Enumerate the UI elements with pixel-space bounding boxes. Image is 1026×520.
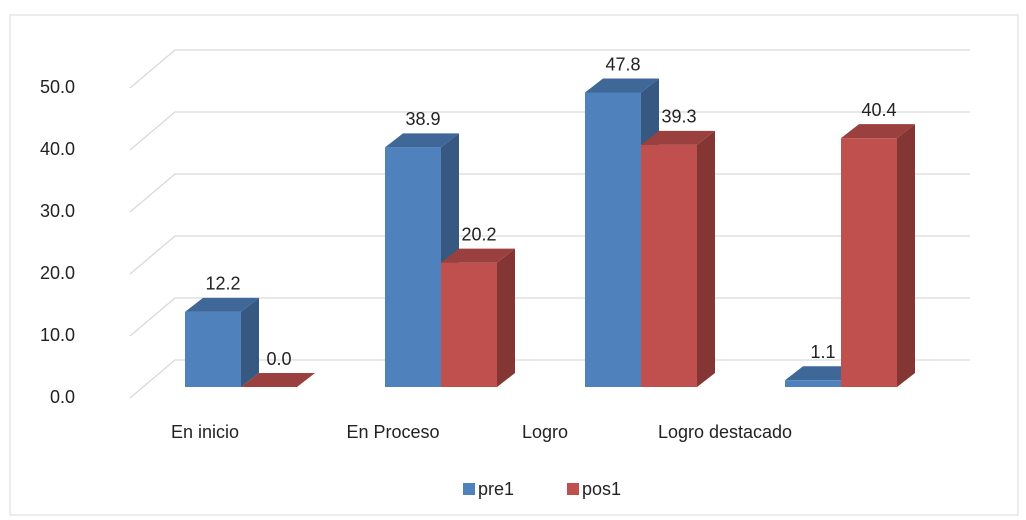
y-tick-label: 40.0 <box>40 139 75 159</box>
data-label: 0.0 <box>266 349 291 369</box>
bar <box>841 124 915 388</box>
data-label: 38.9 <box>405 109 440 129</box>
x-tick-label: En inicio <box>171 422 239 442</box>
y-tick-label: 20.0 <box>40 263 75 283</box>
bar-face <box>185 297 259 312</box>
x-tick-label: Logro <box>522 422 568 442</box>
legend-swatch <box>463 483 475 495</box>
data-label: 47.8 <box>605 54 640 74</box>
bar <box>441 248 515 387</box>
bar-face <box>441 262 497 387</box>
grid-line <box>129 111 970 151</box>
bar <box>185 297 259 387</box>
bar-face <box>785 380 841 387</box>
bar-face <box>241 297 259 387</box>
bar-face <box>641 130 715 145</box>
x-tick-label: Logro destacado <box>658 422 792 442</box>
legend-label: pos1 <box>582 479 621 499</box>
bar <box>241 373 315 387</box>
data-label: 12.2 <box>205 274 240 294</box>
bar-face <box>497 248 515 387</box>
bar-face <box>585 92 641 387</box>
bar-face <box>841 138 897 387</box>
grid-line <box>129 49 970 89</box>
bar-face <box>697 130 715 388</box>
data-label: 40.4 <box>861 100 896 120</box>
data-label: 20.2 <box>461 224 496 244</box>
bar-face <box>241 373 315 387</box>
bar-face <box>385 147 441 387</box>
bar-face <box>785 366 859 381</box>
bar-face <box>585 78 659 93</box>
bar-face <box>897 124 915 388</box>
y-tick-label: 0.0 <box>50 387 75 407</box>
bar-face <box>641 144 697 387</box>
bar-face <box>185 311 241 387</box>
bar-face <box>441 248 515 263</box>
data-label: 39.3 <box>661 107 696 127</box>
y-tick-label: 10.0 <box>40 325 75 345</box>
y-tick-label: 50.0 <box>40 77 75 97</box>
x-tick-label: En Proceso <box>346 422 439 442</box>
bar-face <box>385 133 459 148</box>
bar-face <box>841 124 915 139</box>
y-tick-label: 30.0 <box>40 201 75 221</box>
legend-swatch <box>567 483 579 495</box>
legend-label: pre1 <box>478 479 514 499</box>
bar <box>641 130 715 388</box>
data-label: 1.1 <box>810 342 835 362</box>
